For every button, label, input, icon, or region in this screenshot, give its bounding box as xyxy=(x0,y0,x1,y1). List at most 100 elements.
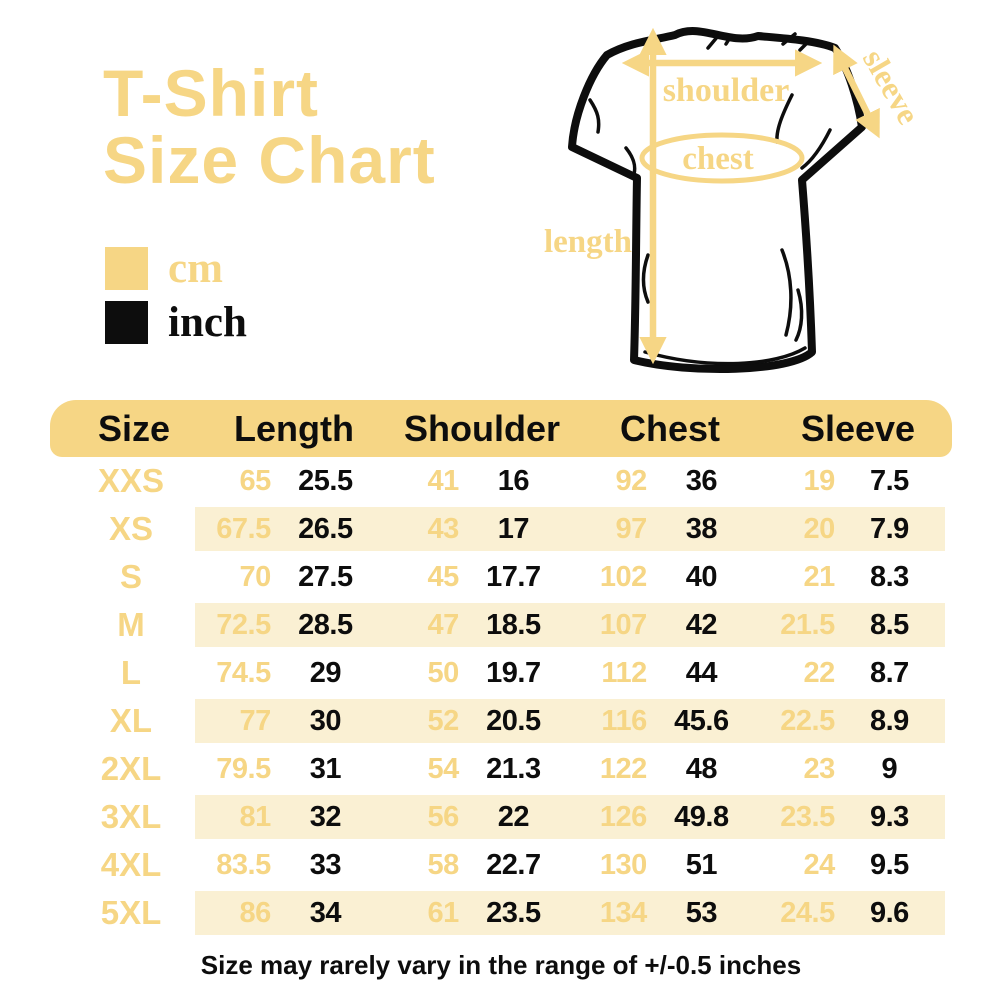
sleeve-cm-value: 19 xyxy=(803,464,835,497)
sleeve-inch-value: 7.9 xyxy=(869,512,909,545)
chest-ellipse-label: chest xyxy=(682,141,753,177)
chest-inch-value: 42 xyxy=(685,608,718,641)
shoulder-cm-value: 56 xyxy=(427,800,459,833)
page-title-line1: T-Shirt xyxy=(103,56,319,130)
length-inch-value: 32 xyxy=(309,800,342,833)
column-header-sleeve: Sleeve xyxy=(800,407,916,449)
sleeve-inch-value: 9.6 xyxy=(869,896,909,929)
chest-cell: 92 36 xyxy=(576,465,764,498)
chest-cell: 102 40 xyxy=(576,561,764,594)
sleeve-inch-value: 9.5 xyxy=(869,848,909,881)
sleeve-cell: 23 9 xyxy=(764,753,952,786)
sleeve-cm-value: 22.5 xyxy=(780,704,835,737)
chest-inch-value: 48 xyxy=(685,752,718,785)
sleeve-cell: 23.5 9.3 xyxy=(764,801,952,834)
sleeve-cm-value: 21.5 xyxy=(780,608,835,641)
column-header-size: Size xyxy=(97,407,171,449)
length-inch-value: 30 xyxy=(309,704,342,737)
shoulder-cm-value: 43 xyxy=(427,512,459,545)
inch-color-swatch xyxy=(105,300,148,344)
sleeve-cell: 19 7.5 xyxy=(764,465,952,498)
shoulder-cm-value: 47 xyxy=(427,608,459,641)
chest-cm-value: 122 xyxy=(599,752,647,785)
sleeve-inch-value: 9.3 xyxy=(869,800,909,833)
table-row: M 72.5 28.5 47 18.5 107 42 21.5 8.5 xyxy=(50,601,952,649)
length-cm-value: 79.5 xyxy=(216,752,271,785)
table-row: XS 67.5 26.5 43 17 97 38 20 7.9 xyxy=(50,505,952,553)
table-row: XL 77 30 52 20.5 116 45.6 22.5 8.9 xyxy=(50,697,952,745)
chest-cm-value: 107 xyxy=(599,608,647,641)
size-cell: M xyxy=(117,606,145,643)
chest-inch-value: 53 xyxy=(685,896,718,929)
units-legend: cm inch xyxy=(105,246,247,354)
length-cell: 67.5 26.5 xyxy=(200,513,388,546)
chest-cell: 126 49.8 xyxy=(576,801,764,834)
column-header-shoulder: Shoulder xyxy=(403,407,560,449)
table-row: 5XL 86 34 61 23.5 134 53 24.5 9.6 xyxy=(50,889,952,937)
shoulder-cell: 43 17 xyxy=(388,513,576,546)
shoulder-cell: 54 21.3 xyxy=(388,753,576,786)
chest-cm-value: 130 xyxy=(599,848,647,881)
footer-note: Size may rarely vary in the range of +/-… xyxy=(200,950,802,980)
length-cell: 70 27.5 xyxy=(200,561,388,594)
table-row: XXS 65 25.5 41 16 92 36 19 7.5 xyxy=(50,457,952,505)
sleeve-inch-value: 9 xyxy=(881,752,898,785)
cm-label: cm xyxy=(168,244,223,292)
chest-ellipse xyxy=(639,132,805,184)
sleeve-inch-value: 8.3 xyxy=(869,560,909,593)
table-row: S 70 27.5 45 17.7 102 40 21 8.3 xyxy=(50,553,952,601)
shoulder-cell: 52 20.5 xyxy=(388,705,576,738)
chest-inch-value: 44 xyxy=(685,656,718,689)
chest-cm-value: 112 xyxy=(601,656,647,689)
page-title-line2: Size Chart xyxy=(103,123,436,197)
sleeve-inch-value: 7.5 xyxy=(869,464,909,497)
shoulder-cell: 47 18.5 xyxy=(388,609,576,642)
length-inch-value: 29 xyxy=(309,656,342,689)
shoulder-cm-value: 54 xyxy=(427,752,459,785)
length-cell: 79.5 31 xyxy=(200,753,388,786)
length-cm-value: 72.5 xyxy=(216,608,271,641)
size-cell: XS xyxy=(108,510,154,547)
tshirt-measurement-diagram: shoulder chest length sleeve xyxy=(544,27,927,374)
chest-inch-value: 40 xyxy=(685,560,718,593)
shoulder-cm-value: 45 xyxy=(427,560,459,593)
shoulder-cm-value: 58 xyxy=(427,848,459,881)
length-cm-value: 86 xyxy=(239,896,271,929)
legend-item-cm: cm xyxy=(105,246,247,290)
chest-cell: 112 44 xyxy=(576,657,764,690)
shoulder-inch-value: 16 xyxy=(497,464,530,497)
chest-cell: 116 45.6 xyxy=(576,705,764,738)
chest-cm-value: 102 xyxy=(599,560,647,593)
length-cm-value: 83.5 xyxy=(216,848,271,881)
chest-cm-value: 126 xyxy=(599,800,647,833)
length-inch-value: 33 xyxy=(309,848,342,881)
chest-cm-value: 92 xyxy=(615,464,647,497)
shoulder-inch-value: 22.7 xyxy=(486,848,541,881)
shoulder-inch-value: 18.5 xyxy=(486,608,541,641)
length-inch-value: 27.5 xyxy=(298,560,353,593)
length-inch-value: 25.5 xyxy=(298,464,353,497)
chest-inch-value: 49.8 xyxy=(674,800,729,833)
length-cell: 65 25.5 xyxy=(200,465,388,498)
length-cm-value: 67.5 xyxy=(216,512,271,545)
shoulder-inch-value: 17.7 xyxy=(486,560,541,593)
column-header-chest: Chest xyxy=(619,407,721,449)
length-cm-value: 70 xyxy=(239,560,271,593)
sleeve-cm-value: 24 xyxy=(803,848,835,881)
length-cell: 81 32 xyxy=(200,801,388,834)
size-cell: 2XL xyxy=(100,750,162,787)
shoulder-inch-value: 22 xyxy=(497,800,530,833)
sleeve-cm-value: 21 xyxy=(803,560,835,593)
length-cell: 72.5 28.5 xyxy=(200,609,388,642)
size-cell: L xyxy=(120,654,142,691)
size-cell: XXS xyxy=(97,462,165,499)
shoulder-cm-value: 52 xyxy=(427,704,459,737)
shoulder-cell: 45 17.7 xyxy=(388,561,576,594)
sleeve-cm-value: 23.5 xyxy=(780,800,835,833)
shoulder-inch-value: 17 xyxy=(497,512,530,545)
sleeve-cm-value: 24.5 xyxy=(780,896,835,929)
sleeve-cell: 21.5 8.5 xyxy=(764,609,952,642)
sleeve-cell: 22.5 8.9 xyxy=(764,705,952,738)
chest-cm-value: 97 xyxy=(615,512,647,545)
sleeve-cell: 20 7.9 xyxy=(764,513,952,546)
